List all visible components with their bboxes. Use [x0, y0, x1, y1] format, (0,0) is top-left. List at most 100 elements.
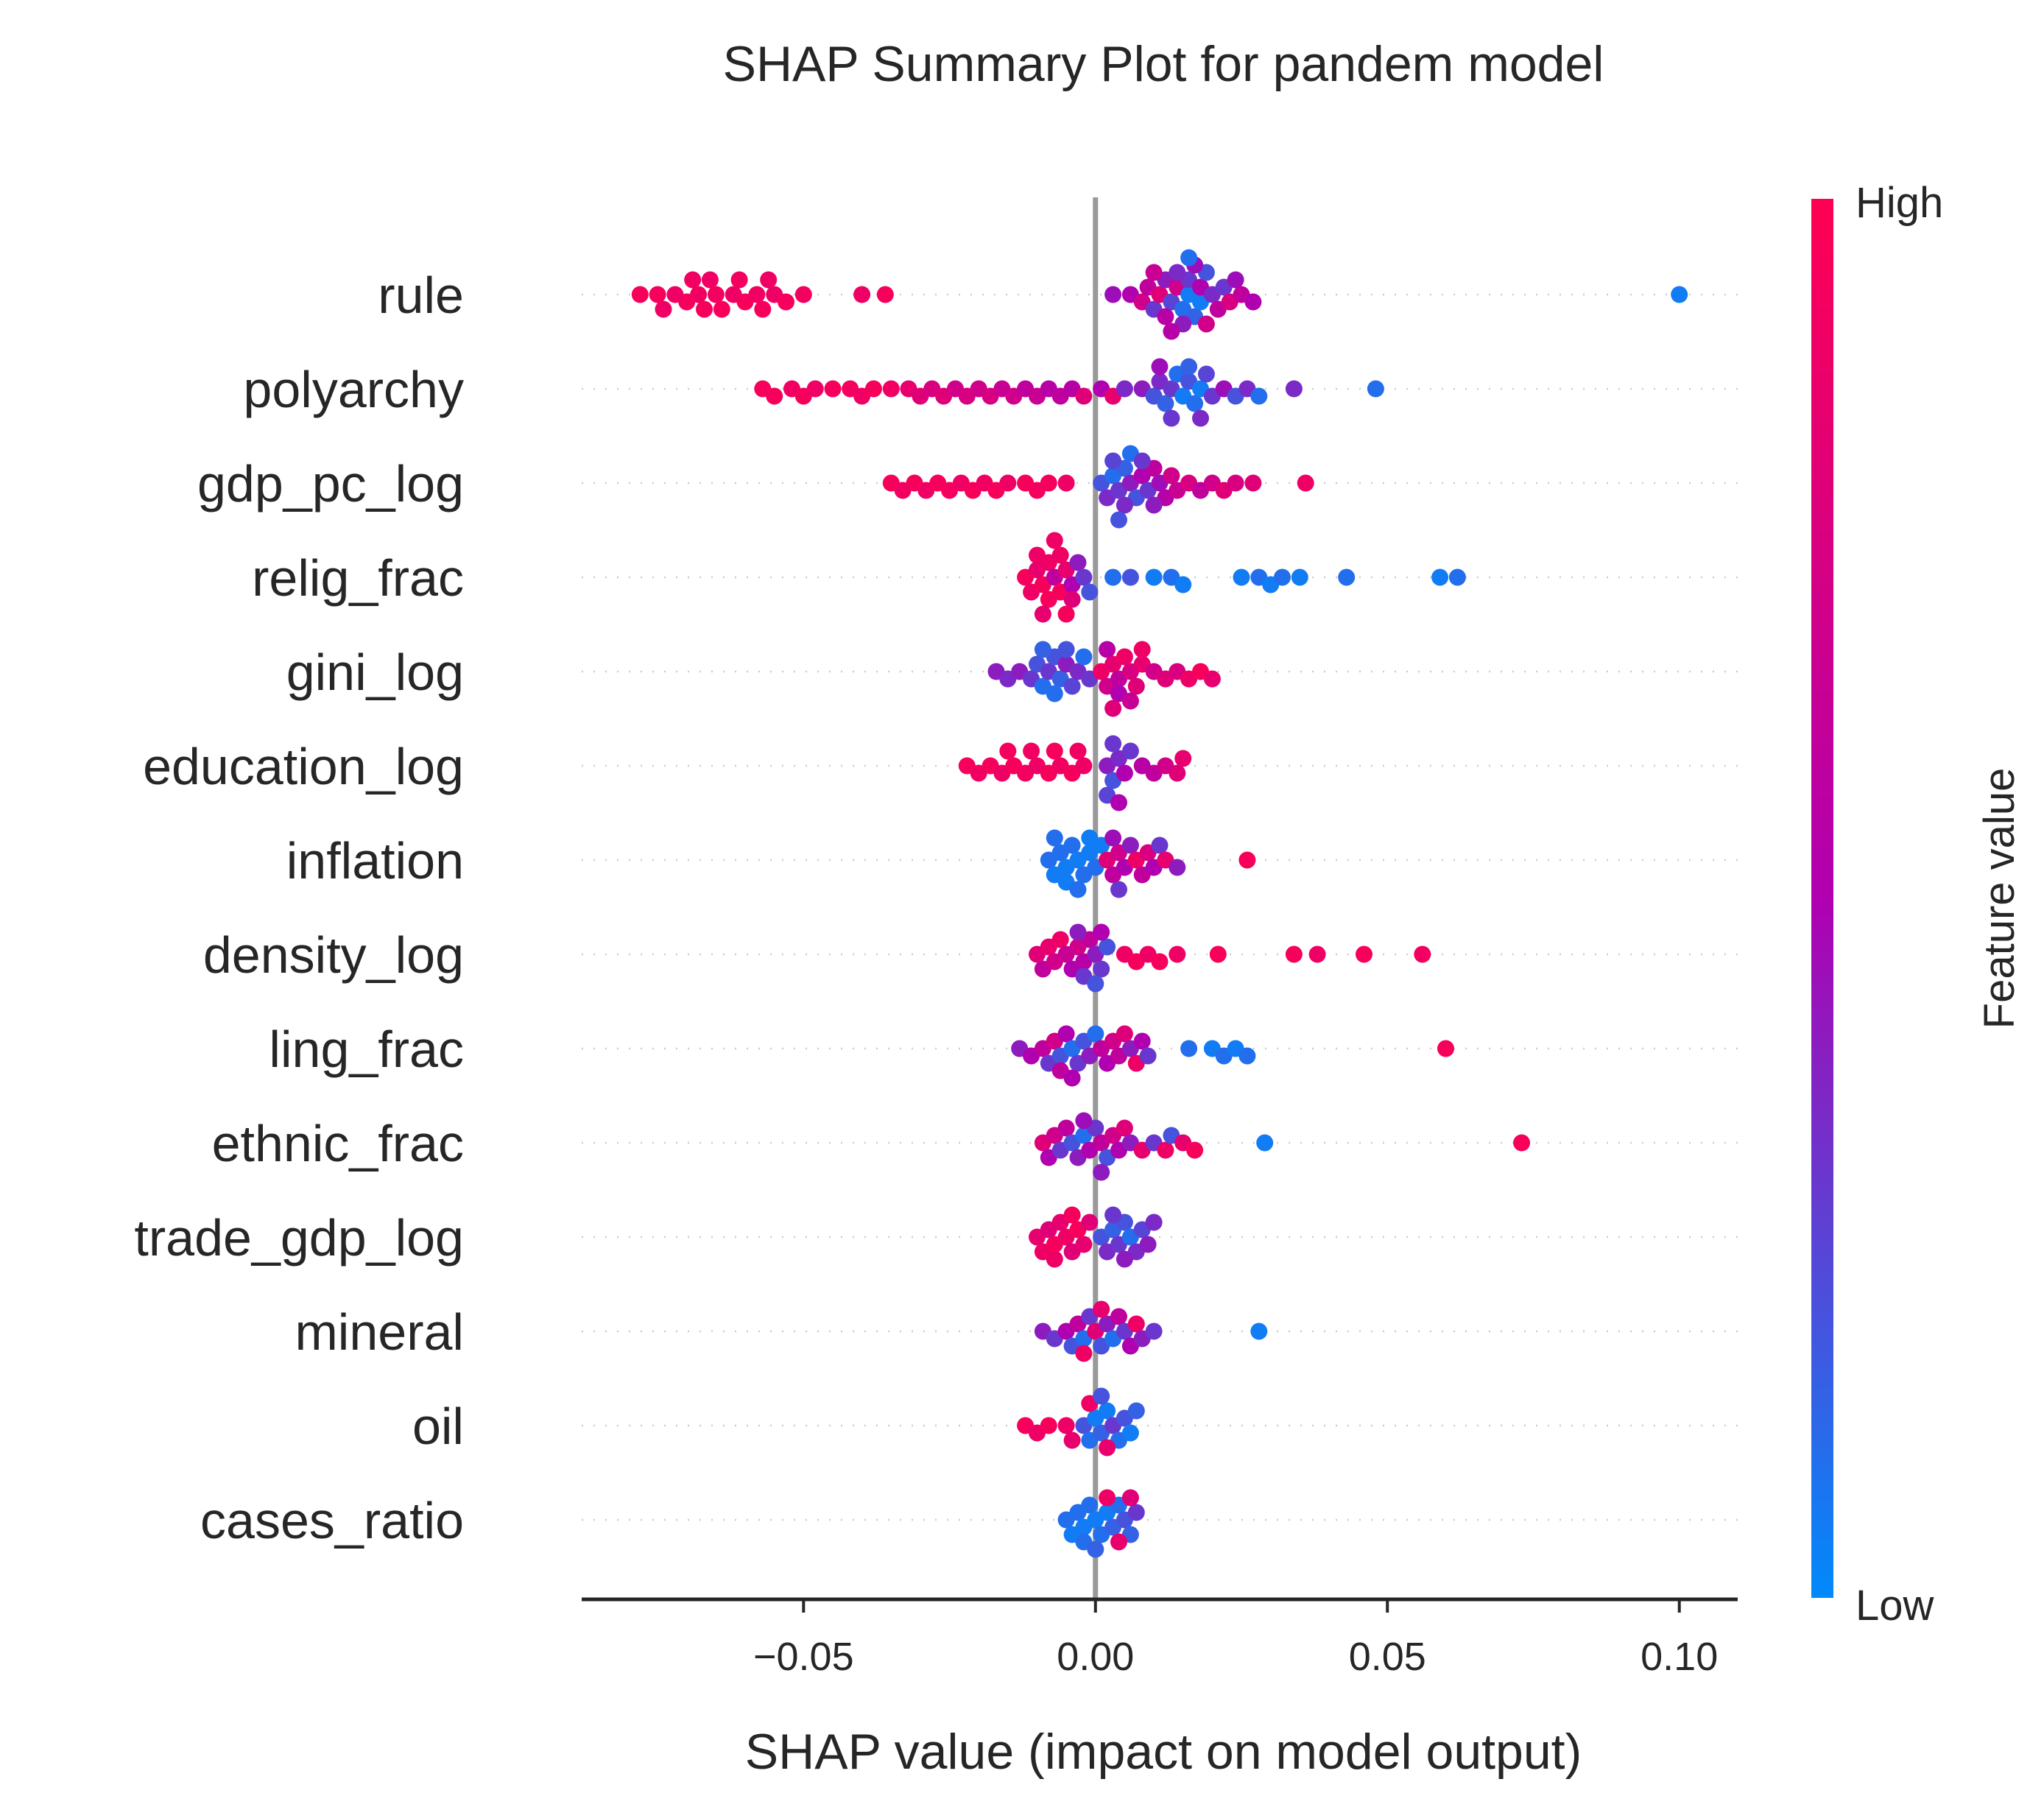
shap-point-education_log [1169, 764, 1186, 782]
shap-point-polyarchy [1186, 395, 1204, 412]
shap-point-trade_gdp_log [1063, 1206, 1081, 1224]
feature-label-oil: oil [412, 1398, 464, 1455]
shap-point-mineral [1093, 1300, 1110, 1318]
x-tick-label: 0.00 [1057, 1635, 1134, 1679]
shap-point-ling_frac [1437, 1040, 1454, 1057]
shap-point-relig_frac [1069, 554, 1087, 571]
feature-label-education_log: education_log [143, 738, 464, 795]
shap-point-rule [778, 293, 794, 311]
feature-label-inflation: inflation [286, 832, 464, 890]
shap-point-rule [754, 300, 772, 318]
feature-label-ethnic_frac: ethnic_frac [212, 1115, 464, 1172]
feature-labels: rule polyarchy gdp_pc_log relig_frac gini_lo… [134, 267, 464, 1549]
shap-point-rule [707, 286, 725, 303]
shap-point-polyarchy [882, 380, 900, 398]
feature-label-gdp_pc_log: gdp_pc_log [197, 455, 464, 512]
shap-point-rule [1244, 293, 1262, 311]
shap-point-rule [1671, 286, 1688, 303]
shap-point-gini_log [1121, 692, 1139, 710]
colorbar-high-label: High [1856, 179, 1943, 227]
shap-point-relig_frac [1034, 605, 1051, 623]
feature-label-cases_ratio: cases_ratio [200, 1492, 464, 1549]
shap-point-relig_frac [1431, 568, 1449, 586]
feature-label-density_log: density_log [203, 926, 464, 984]
feature-label-mineral: mineral [295, 1303, 464, 1361]
shap-point-trade_gdp_log [1116, 1250, 1133, 1268]
shap-point-density_log [1099, 938, 1116, 956]
shap-point-oil [1099, 1439, 1116, 1456]
shap-point-cases_ratio [1099, 1489, 1116, 1507]
shap-point-trade_gdp_log [1104, 1206, 1122, 1224]
shap-point-density_log [1093, 923, 1110, 941]
shap-point-ling_frac [1238, 1047, 1256, 1065]
shap-point-cases_ratio [1110, 1533, 1127, 1551]
shap-point-rule [1104, 286, 1122, 303]
shap-point-density_log [1308, 945, 1326, 963]
shap-point-density_log [1356, 945, 1372, 963]
shap-point-rule [853, 286, 871, 303]
shap-point-relig_frac [1057, 605, 1075, 623]
shap-point-trade_gdp_log [1145, 1214, 1163, 1231]
shap-point-ethnic_frac [1157, 1141, 1174, 1159]
shap-point-polyarchy [865, 380, 882, 398]
shap-point-trade_gdp_log [1139, 1236, 1157, 1253]
shap-point-inflation [1151, 836, 1169, 854]
shap-point-rule [690, 286, 708, 303]
shap-point-polyarchy [1250, 387, 1268, 405]
shap-point-rule [713, 300, 730, 318]
feature-label-gini_log: gini_log [286, 644, 464, 701]
shap-point-inflation [1063, 836, 1081, 854]
shap-point-inflation [1069, 881, 1087, 898]
shap-point-rule [631, 286, 649, 303]
shap-point-rule [876, 286, 894, 303]
shap-point-gini_log [1099, 641, 1116, 658]
shap-point-gini_log [1057, 641, 1075, 658]
shap-point-polyarchy [806, 380, 824, 398]
shap-point-ethnic_frac [1513, 1134, 1531, 1152]
shap-point-gini_log [1203, 670, 1221, 688]
shap-point-mineral [1075, 1345, 1093, 1362]
shap-point-trade_gdp_log [1075, 1236, 1093, 1253]
feature-label-trade_gdp_log: trade_gdp_log [134, 1209, 464, 1267]
shap-point-rule [1227, 271, 1244, 289]
shap-point-education_log [1110, 794, 1127, 811]
shap-point-inflation [1169, 859, 1186, 876]
shap-point-relig_frac [1075, 568, 1093, 586]
shap-point-ethnic_frac [1075, 1112, 1093, 1130]
shap-point-gdp_pc_log [1040, 474, 1057, 492]
shap-point-gdp_pc_log [1145, 496, 1163, 514]
shap-point-relig_frac [1145, 568, 1163, 586]
shap-point-trade_gdp_log [1081, 1214, 1099, 1231]
shap-point-density_log [1093, 960, 1110, 978]
shap-point-polyarchy [824, 380, 842, 398]
shap-point-relig_frac [1274, 568, 1291, 586]
shap-point-gdp_pc_log [1133, 452, 1151, 470]
feature-label-ling_frac: ling_frac [269, 1021, 464, 1078]
shap-point-polyarchy [1157, 395, 1174, 412]
shap-point-polyarchy [766, 387, 783, 405]
shap-point-relig_frac [1081, 583, 1099, 601]
shap-point-ling_frac [1057, 1025, 1075, 1043]
shap-point-polyarchy [1367, 380, 1384, 398]
shap-point-rule [1157, 308, 1174, 325]
shap-point-gini_log [1063, 677, 1081, 695]
shap-point-polyarchy [1285, 380, 1303, 398]
shap-point-gdp_pc_log [999, 474, 1017, 492]
shap-point-education_log [1046, 742, 1063, 760]
shap-point-polyarchy [1163, 409, 1180, 427]
shap-point-polyarchy [1197, 365, 1215, 383]
shap-point-density_log [1209, 945, 1227, 963]
shap-point-ethnic_frac [1186, 1141, 1204, 1159]
shap-point-oil [1040, 1417, 1057, 1434]
colorbar-title: Feature value [1976, 768, 2023, 1029]
shap-point-oil [1093, 1387, 1110, 1405]
shap-point-inflation [1110, 881, 1127, 898]
shap-point-inflation [1121, 836, 1139, 854]
shap-point-rule [1145, 264, 1163, 281]
shap-point-gdp_pc_log [1110, 511, 1127, 529]
shap-point-mineral [1127, 1315, 1145, 1333]
shap-point-education_log [1174, 750, 1192, 767]
shap-point-rule [748, 286, 766, 303]
shap-point-gini_log [1104, 700, 1122, 717]
shap-point-education_log [1116, 764, 1133, 782]
